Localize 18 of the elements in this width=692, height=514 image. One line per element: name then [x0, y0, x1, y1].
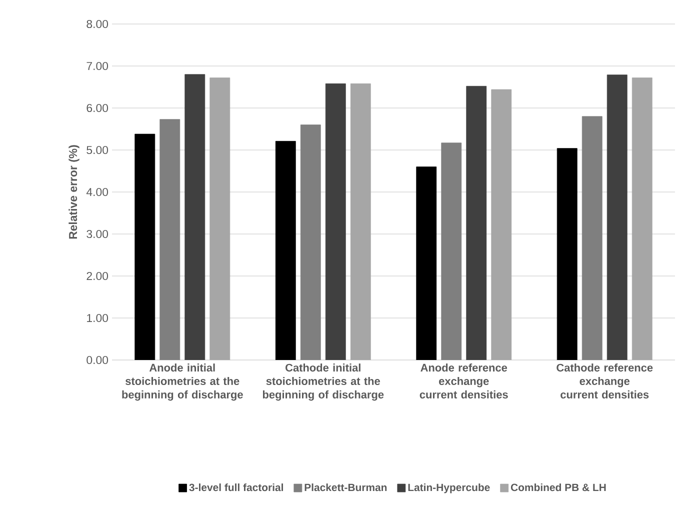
x-tick-label: Anode reference exchange current densities — [420, 364, 508, 398]
y-tick-label: 6.00 — [86, 104, 108, 112]
x-tick-label: Cathode reference exchange current densities — [556, 364, 653, 398]
y-tick-label: 0.00 — [86, 356, 108, 364]
x-tick-label: Anode initial stoichiometries at the beginning of discharge — [122, 364, 243, 401]
y-tick-label: 5.00 — [86, 146, 108, 154]
y-tick-label: 1.00 — [87, 314, 108, 322]
legend-label: Latin-Hypercube — [408, 483, 490, 494]
y-tick-label: 7.00 — [86, 62, 108, 70]
x-tick-label: Cathode initial stoichiometries at the beginning of discharge — [262, 364, 384, 401]
y-tick-label: 3.00 — [86, 230, 108, 238]
y-tick-label: 2.00 — [86, 272, 108, 280]
y-tick-label: 8.00 — [86, 20, 108, 28]
legend-label: Combined PB & LH — [510, 483, 606, 492]
legend-label: 3-level full factorial — [189, 483, 283, 492]
y-axis-title: Relative error (%) — [68, 145, 80, 239]
y-tick-label: 4.00 — [86, 188, 108, 196]
legend-label: Plackett-Burman — [304, 483, 387, 492]
